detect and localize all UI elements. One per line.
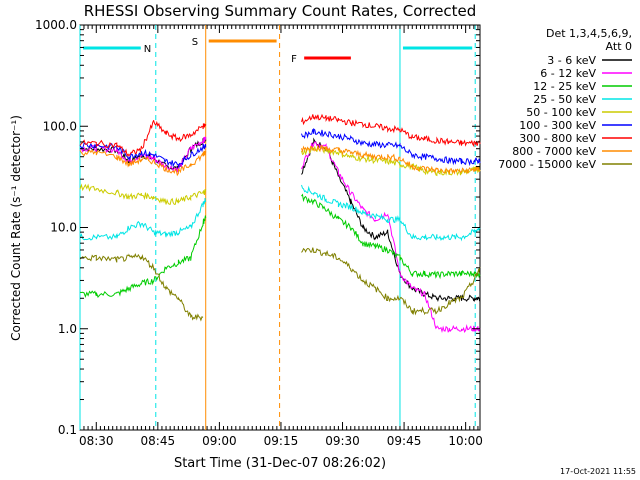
vertical-markers — [79, 25, 476, 430]
x-tick-label: 09:00 — [202, 434, 237, 448]
legend-label: 6 - 12 keV — [540, 67, 596, 80]
x-tick-label: 09:15 — [264, 434, 299, 448]
series-lines — [79, 113, 481, 334]
x-tick-label: 08:45 — [141, 434, 176, 448]
flag-label-F: F — [291, 54, 297, 65]
flag-label-S: S — [192, 37, 198, 48]
series-line — [79, 113, 481, 157]
legend-label: 3 - 6 keV — [547, 54, 596, 67]
y-axis-label: Corrected Count Rate (s⁻¹ detector⁻¹) — [9, 115, 23, 341]
x-tick-label: 09:45 — [387, 434, 422, 448]
y-tick-label: 1000.0 — [35, 18, 77, 32]
plot-area: N S F 0.1 1.0 10.0 100.0 1000.0 08:30 08:45 09:0… — [35, 18, 483, 448]
x-tick-label: 08:30 — [79, 434, 114, 448]
series-line — [79, 144, 481, 177]
legend-label: 50 - 100 keV — [526, 106, 596, 119]
series-line — [79, 128, 481, 168]
y-axis: 0.1 1.0 10.0 100.0 1000.0 — [35, 18, 480, 437]
legend-label: 300 - 800 keV — [519, 132, 596, 145]
y-tick-label: 100.0 — [43, 119, 77, 133]
y-tick-label: 0.1 — [58, 423, 77, 437]
y-tick-label: 10.0 — [50, 221, 77, 235]
series-line — [79, 193, 481, 298]
x-axis: 08:30 08:45 09:00 09:15 09:30 09:45 10:00 — [79, 25, 483, 448]
legend-label: 100 - 300 keV — [519, 119, 596, 132]
generation-timestamp: 17-Oct-2021 11:55 — [560, 467, 636, 476]
series-line — [79, 184, 481, 242]
flag-bars: N S F — [83, 37, 473, 65]
x-axis-label: Start Time (31-Dec-07 08:26:02) — [174, 456, 386, 471]
series-line — [79, 136, 481, 334]
legend-label: 25 - 50 keV — [533, 93, 596, 106]
x-tick-label: 10:00 — [448, 434, 483, 448]
legend-label: 800 - 7000 keV — [512, 145, 596, 158]
series-line — [79, 247, 481, 322]
chart-title: RHESSI Observing Summary Count Rates, Co… — [84, 2, 477, 20]
legend-header-2: Att 0 — [606, 40, 632, 53]
legend-label: 7000 - 15000 keV — [498, 158, 596, 171]
y-tick-label: 1.0 — [58, 322, 77, 336]
flag-label-N: N — [144, 44, 151, 55]
legend-header-1: Det 1,3,4,5,6,9, — [546, 27, 632, 40]
x-tick-label: 09:30 — [325, 434, 360, 448]
legend-label: 12 - 25 keV — [533, 80, 596, 93]
